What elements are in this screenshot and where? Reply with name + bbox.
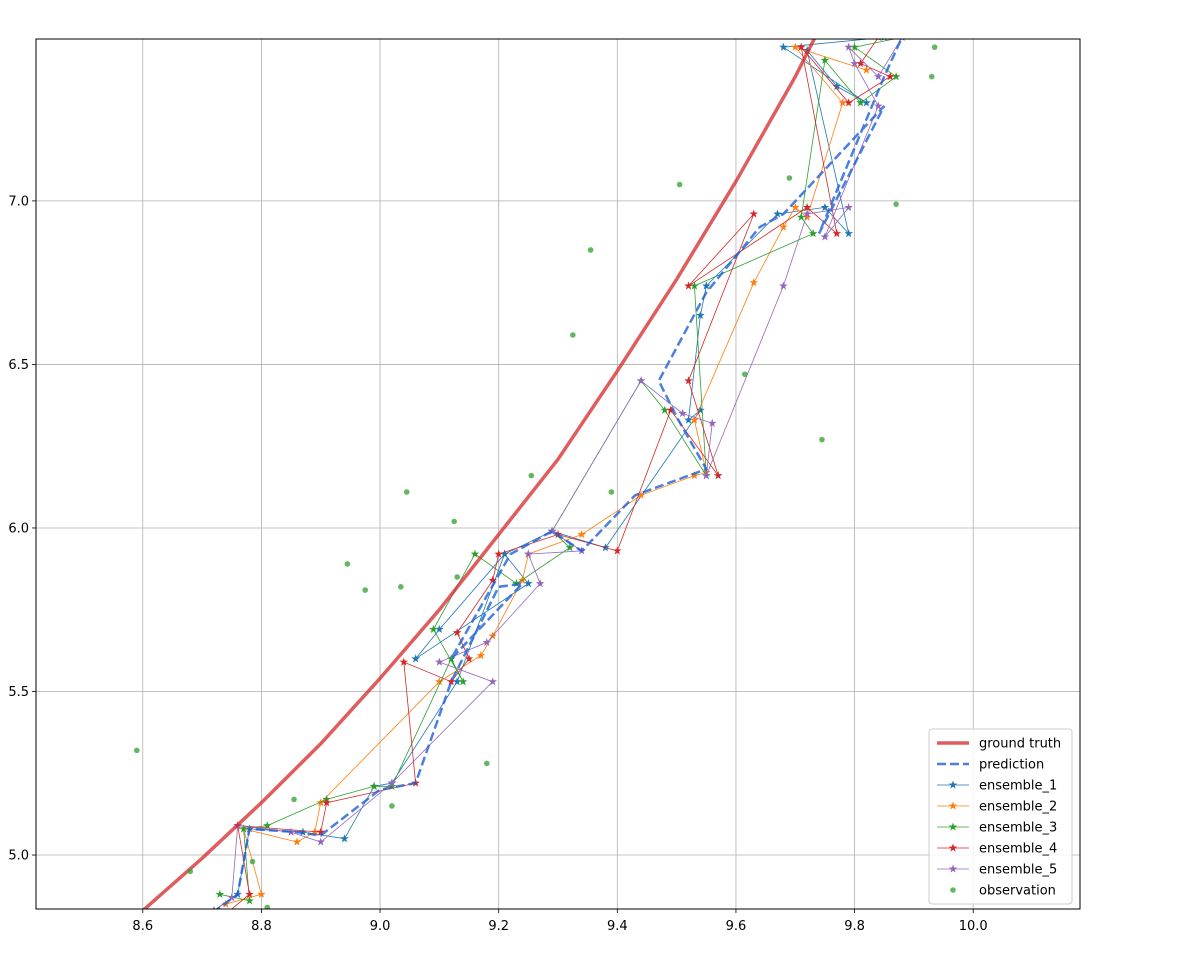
- observation-point: [742, 371, 748, 378]
- legend-entry-ensemble_3: ensemble_3: [937, 821, 1057, 836]
- observation-point: [676, 181, 683, 188]
- y-tick-label: 5.5: [8, 685, 29, 700]
- observation-point: [608, 489, 615, 495]
- legend-entry-ensemble_5: ensemble_5: [937, 863, 1057, 878]
- legend-label: ensemble_4: [979, 842, 1057, 857]
- x-tick-label: 9.8: [844, 919, 865, 934]
- legend-label: observation: [979, 884, 1056, 899]
- legend-entry-ensemble_4: ensemble_4: [937, 842, 1057, 857]
- legend-entry-observation: observation: [950, 884, 1056, 899]
- legend-entry-ensemble_2: ensemble_2: [937, 800, 1057, 815]
- observation-point: [264, 904, 271, 909]
- ensemble_4-line: [231, 39, 892, 909]
- y-tick-label: 6.5: [8, 358, 29, 373]
- observation-point: [403, 489, 410, 495]
- axes-frame: [35, 38, 1081, 910]
- y-tick-label: 6.0: [8, 521, 29, 536]
- legend-swatch: [950, 887, 956, 893]
- observation-point: [893, 201, 899, 207]
- observation-point: [928, 73, 935, 80]
- legend-label: prediction: [979, 758, 1044, 773]
- observation-point: [291, 796, 297, 803]
- legend: ground truth prediction ensemble_1 ensemble…: [928, 728, 1073, 905]
- x-tick-label: 9.2: [488, 919, 509, 934]
- series-ensemble_2: [221, 42, 871, 908]
- observation-point: [931, 44, 938, 50]
- legend-label: ensemble_3: [979, 821, 1057, 836]
- observation-point: [786, 175, 793, 181]
- observation-point: [587, 247, 594, 253]
- observation-point: [451, 518, 457, 525]
- legend-entry-prediction: prediction: [937, 758, 1044, 773]
- observation-point: [344, 561, 351, 567]
- series-ensemble_4: [231, 39, 895, 909]
- x-tick-label: 10.0: [959, 919, 988, 934]
- x-tick-label: 8.6: [132, 919, 153, 934]
- legend-label: ensemble_5: [979, 863, 1057, 878]
- legend-entry-ensemble_1: ensemble_1: [937, 779, 1057, 794]
- y-tick-label: 5.0: [8, 849, 29, 864]
- legend-box: [928, 728, 1073, 905]
- series-ensemble_5: [209, 39, 907, 909]
- y-tick-label: 7.0: [8, 194, 29, 209]
- x-tick-label: 9.6: [726, 919, 747, 934]
- observation-point: [134, 747, 140, 754]
- observation-point: [362, 587, 369, 593]
- observation-point: [389, 803, 395, 809]
- observation-point: [187, 868, 194, 875]
- grid: [36, 39, 1080, 909]
- observation-point: [249, 858, 256, 865]
- observation-point: [528, 472, 535, 479]
- legend-label: ground truth: [979, 737, 1061, 752]
- observation-point: [570, 332, 576, 338]
- ensemble_5-line: [215, 39, 902, 909]
- x-tick-label: 9.0: [370, 919, 391, 934]
- legend-label: ensemble_1: [979, 779, 1057, 794]
- x-tick-label: 9.4: [607, 919, 628, 934]
- observation-point: [398, 584, 404, 590]
- observation-point: [819, 436, 825, 443]
- observation-point: [454, 574, 460, 580]
- plot-area: [134, 39, 938, 909]
- observation-point: [484, 760, 490, 767]
- ground-truth-line: [141, 39, 817, 909]
- axis-ticks: 8.6 8.8 9.0 9.2 9.4 9.6 9.8 10.0 5.0 5.5 6.0 6.5 7.0: [8, 194, 987, 934]
- legend-label: ensemble_2: [979, 800, 1057, 815]
- prediction-line: [215, 39, 903, 909]
- legend-entry-ground_truth: ground truth: [937, 737, 1061, 752]
- x-tick-label: 8.8: [251, 919, 272, 934]
